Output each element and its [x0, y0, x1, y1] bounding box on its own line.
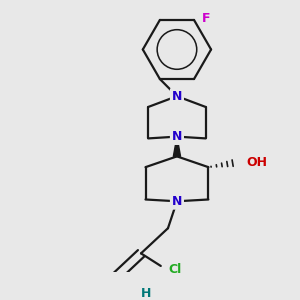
Text: F: F	[202, 12, 211, 25]
Text: Cl: Cl	[168, 263, 181, 276]
Text: H: H	[141, 287, 152, 300]
Text: N: N	[172, 90, 182, 103]
Text: N: N	[172, 195, 182, 208]
Polygon shape	[173, 136, 181, 156]
Text: OH: OH	[246, 156, 267, 169]
Text: N: N	[172, 130, 182, 143]
